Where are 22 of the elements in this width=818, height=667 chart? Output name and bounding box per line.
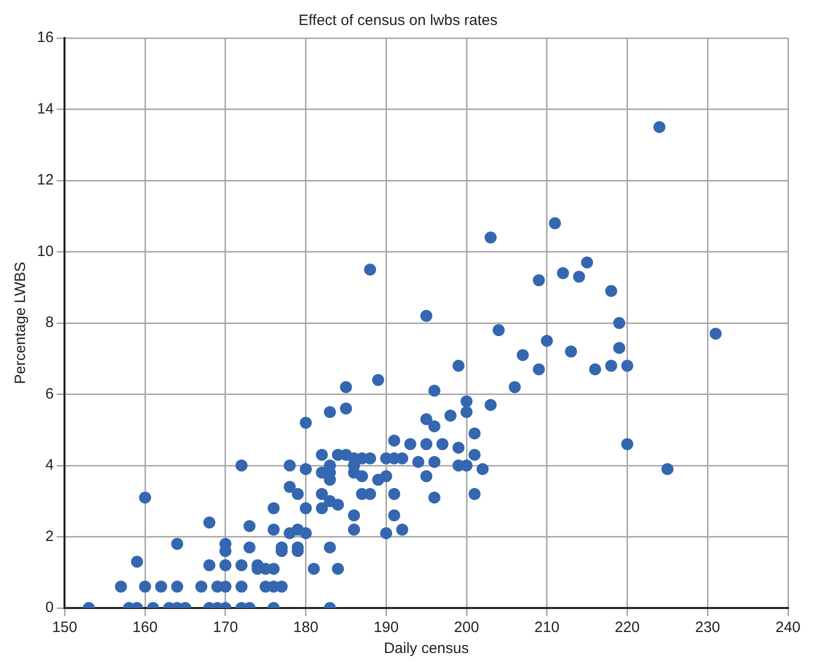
- x-tick-label: 240: [775, 619, 801, 636]
- y-axis-title: Percentage LWBS: [12, 262, 30, 384]
- y-tick-label: 10: [36, 242, 54, 260]
- y-tick-label: 8: [45, 314, 54, 332]
- x-tick-label: 190: [374, 619, 399, 636]
- x-tick-label: 200: [454, 619, 480, 636]
- x-tick-label: 230: [695, 619, 720, 636]
- y-tick-label: 16: [36, 29, 54, 46]
- x-tick-label: 180: [293, 619, 318, 636]
- x-axis-title: Daily census: [384, 640, 469, 658]
- y-tick-label: 14: [36, 100, 54, 118]
- y-tick-label: 2: [45, 528, 54, 545]
- y-tick-label: 12: [36, 172, 54, 189]
- y-tick-label: 6: [45, 385, 54, 402]
- y-tick-label: 0: [45, 599, 54, 616]
- chart-title: Effect of census on lwbs rates: [298, 12, 498, 30]
- x-tick-label: 210: [534, 619, 560, 636]
- x-tick-label: 160: [132, 619, 158, 636]
- x-tick-label: 170: [212, 619, 238, 636]
- y-tick-label: 4: [45, 456, 54, 474]
- x-tick-label: 220: [614, 619, 640, 636]
- x-tick-label: 150: [52, 619, 78, 636]
